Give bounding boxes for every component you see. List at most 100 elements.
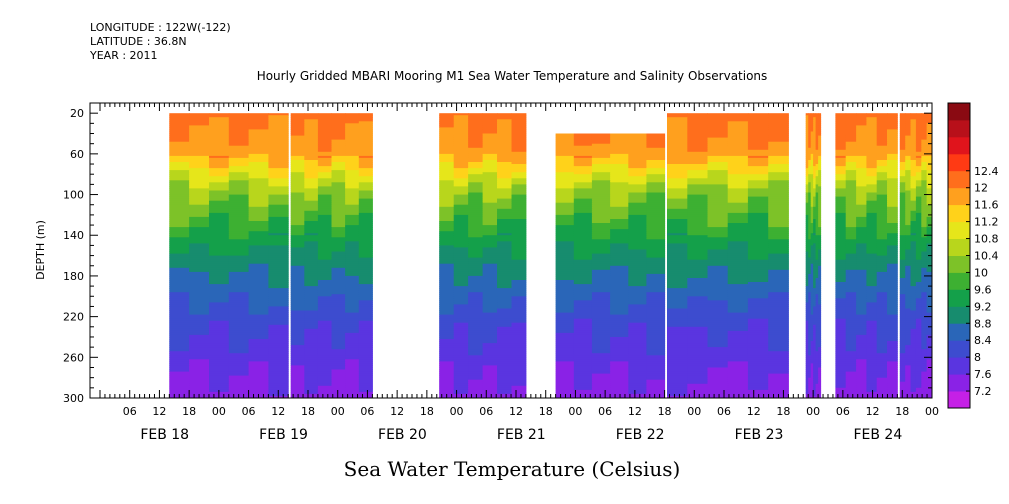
temperature-cell bbox=[228, 147, 250, 151]
temperature-cell bbox=[628, 377, 647, 381]
temperature-cell bbox=[573, 286, 593, 289]
temperature-cell bbox=[439, 257, 455, 261]
temperature-cell bbox=[453, 271, 469, 275]
temperature-cell bbox=[497, 184, 512, 187]
temperature-cell bbox=[268, 387, 289, 391]
temperature-cell bbox=[628, 245, 647, 248]
temperature-cell bbox=[818, 180, 822, 183]
temperature-cell bbox=[331, 139, 346, 143]
temperature-cell bbox=[358, 322, 373, 326]
temperature-cell bbox=[304, 322, 319, 326]
temperature-cell bbox=[290, 385, 305, 389]
temperature-cell bbox=[468, 257, 483, 261]
temperature-cell bbox=[304, 393, 319, 397]
temperature-cell bbox=[727, 233, 749, 236]
temperature-cell bbox=[482, 253, 498, 257]
temperature-cell bbox=[331, 178, 346, 181]
temperature-cell bbox=[808, 172, 812, 175]
temperature-cell bbox=[268, 253, 289, 257]
temperature-cell bbox=[209, 257, 230, 261]
temperature-cell bbox=[808, 243, 812, 246]
temperature-cell bbox=[808, 131, 812, 134]
temperature-cell bbox=[345, 332, 360, 336]
temperature-cell bbox=[453, 373, 469, 377]
temperature-cell bbox=[628, 155, 647, 159]
temperature-cell bbox=[810, 339, 814, 342]
temperature-cell bbox=[304, 373, 319, 377]
temperature-cell bbox=[727, 367, 749, 370]
temperature-cell bbox=[727, 280, 749, 283]
temperature-cell bbox=[818, 251, 822, 254]
temperature-cell bbox=[189, 361, 210, 364]
temperature-cell bbox=[805, 249, 809, 252]
temperature-cell bbox=[818, 115, 822, 118]
temperature-cell bbox=[497, 182, 512, 185]
temperature-cell bbox=[482, 164, 498, 167]
temperature-cell bbox=[646, 180, 666, 183]
temperature-cell bbox=[808, 367, 812, 370]
temperature-cell bbox=[810, 227, 814, 230]
temperature-cell bbox=[268, 269, 289, 273]
temperature-cell bbox=[468, 286, 483, 289]
temperature-cell bbox=[290, 151, 305, 155]
temperature-cell bbox=[331, 212, 346, 216]
temperature-cell bbox=[345, 275, 360, 279]
temperature-cell bbox=[628, 194, 647, 198]
temperature-cell bbox=[228, 170, 250, 173]
temperature-cell bbox=[768, 196, 789, 200]
temperature-cell bbox=[591, 194, 611, 198]
temperature-cell bbox=[628, 145, 647, 149]
temperature-cell bbox=[573, 133, 593, 136]
temperature-cell bbox=[317, 334, 332, 338]
temperature-cell bbox=[610, 393, 629, 397]
temperature-cell bbox=[511, 176, 527, 179]
chart-title: Hourly Gridded MBARI Mooring M1 Sea Wate… bbox=[257, 69, 768, 83]
temperature-cell bbox=[707, 347, 729, 350]
temperature-cell bbox=[482, 188, 498, 191]
temperature-cell bbox=[610, 227, 629, 230]
temperature-cell bbox=[468, 123, 483, 126]
temperature-cell bbox=[707, 188, 729, 191]
temperature-cell bbox=[747, 221, 769, 224]
temperature-cell bbox=[482, 255, 498, 259]
temperature-cell bbox=[815, 351, 819, 354]
temperature-cell bbox=[468, 157, 483, 161]
temperature-cell bbox=[707, 286, 729, 289]
temperature-cell bbox=[805, 170, 809, 173]
temperature-cell bbox=[228, 381, 250, 385]
temperature-cell bbox=[707, 292, 729, 295]
temperature-cell bbox=[439, 389, 455, 393]
temperature-cell bbox=[610, 204, 629, 208]
temperature-cell bbox=[687, 286, 708, 289]
temperature-cell bbox=[805, 225, 809, 228]
temperature-cell bbox=[646, 135, 666, 139]
temperature-cell bbox=[497, 192, 512, 195]
temperature-cell bbox=[331, 200, 346, 204]
temperature-cell bbox=[317, 341, 332, 344]
temperature-cell bbox=[813, 176, 817, 179]
temperature-cell bbox=[747, 131, 769, 134]
temperature-cell bbox=[667, 345, 688, 348]
temperature-cell bbox=[687, 312, 708, 316]
temperature-cell bbox=[810, 324, 814, 328]
temperature-cell bbox=[628, 223, 647, 226]
temperature-cell bbox=[345, 168, 360, 171]
temperature-cell bbox=[248, 249, 269, 252]
temperature-cell bbox=[808, 125, 812, 128]
temperature-cell bbox=[453, 127, 469, 130]
temperature-cell bbox=[482, 155, 498, 159]
temperature-cell bbox=[808, 312, 812, 316]
temperature-cell bbox=[646, 188, 666, 191]
temperature-cell bbox=[813, 284, 817, 287]
temperature-cell bbox=[810, 298, 814, 301]
temperature-cell bbox=[358, 363, 373, 366]
temperature-cell bbox=[209, 121, 230, 124]
temperature-cell bbox=[511, 162, 527, 165]
temperature-cell bbox=[813, 337, 817, 340]
temperature-cell bbox=[511, 153, 527, 157]
temperature-cell bbox=[805, 345, 809, 348]
temperature-cell bbox=[808, 188, 812, 191]
temperature-cell bbox=[511, 328, 527, 332]
temperature-cell bbox=[331, 225, 346, 228]
temperature-cell bbox=[667, 166, 688, 169]
